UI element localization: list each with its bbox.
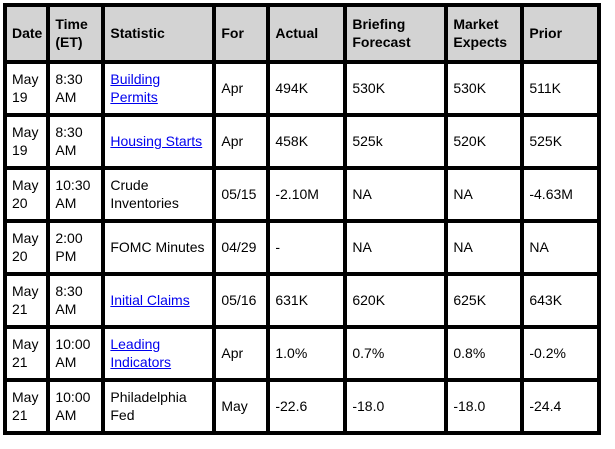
- cell-date: May 19: [2, 113, 51, 170]
- table-row: May 20 2:00 PM FOMC Minutes 04/29- NA NA NA: [2, 219, 602, 276]
- cell-actual: -: [266, 219, 348, 276]
- cell-briefing_forecast: 620K: [343, 272, 449, 329]
- cell-market_expects: 625K: [444, 272, 525, 329]
- cell-actual: -22.6: [266, 378, 348, 435]
- table-row: May 21 10:00 AM Leading Indicators Apr 1.0% 0…: [2, 325, 602, 382]
- cell-time: 10:30 AM: [46, 166, 106, 223]
- table-row: May 19 8:30 AM Building Permits Apr 494K 530K…: [2, 60, 602, 117]
- column-header-prior: Prior: [520, 3, 602, 64]
- table-row: May 19 8:30 AM Housing Starts Apr 458K 525k 52…: [2, 113, 602, 170]
- column-header-market_expects: Market Expects: [444, 3, 525, 64]
- cell-for: May: [212, 378, 271, 435]
- cell-actual: 631K: [266, 272, 348, 329]
- cell-time: 10:00 AM: [46, 378, 106, 435]
- statistic-link[interactable]: Initial Claims: [110, 291, 190, 308]
- cell-market_expects: 0.8%: [444, 325, 525, 382]
- cell-actual: 494K: [266, 60, 348, 117]
- column-header-for: For: [212, 3, 271, 64]
- cell-for: 04/29: [212, 219, 271, 276]
- cell-briefing_forecast: NA: [343, 219, 449, 276]
- cell-time: 8:30 AM: [46, 60, 106, 117]
- cell-market_expects: 530K: [444, 60, 525, 117]
- column-header-actual: Actual: [266, 3, 348, 64]
- table-row: May 20 10:30 AM Crude Inventories 05/15 -2.1…: [2, 166, 602, 223]
- cell-for: Apr: [212, 60, 271, 117]
- cell-prior: -0.2%: [520, 325, 602, 382]
- cell-for: 05/15: [212, 166, 271, 223]
- cell-time: 8:30 AM: [46, 272, 106, 329]
- table-row: May 21 10:00 AM Philadelphia Fed May -22.6 -1…: [2, 378, 602, 435]
- column-header-statistic: Statistic: [101, 3, 217, 64]
- cell-briefing_forecast: 0.7%: [343, 325, 449, 382]
- cell-market_expects: -18.0: [444, 378, 525, 435]
- cell-date: May 19: [2, 60, 51, 117]
- table-body: May 19 8:30 AM Building Permits Apr 494K 530K…: [2, 60, 602, 435]
- cell-time: 8:30 AM: [46, 113, 106, 170]
- cell-time: 2:00 PM: [46, 219, 106, 276]
- cell-for: 05/16: [212, 272, 271, 329]
- cell-time: 10:00 AM: [46, 325, 106, 382]
- header-row: Date Time (ET) Statistic For Actual Briefing …: [2, 3, 602, 64]
- cell-statistic: Initial Claims: [101, 272, 217, 329]
- cell-statistic: Crude Inventories: [101, 166, 217, 223]
- cell-date: May 21: [2, 272, 51, 329]
- cell-briefing_forecast: NA: [343, 166, 449, 223]
- cell-prior: 643K: [520, 272, 602, 329]
- cell-briefing_forecast: 525k: [343, 113, 449, 170]
- cell-actual: 1.0%: [266, 325, 348, 382]
- cell-date: May 20: [2, 166, 51, 223]
- cell-statistic: FOMC Minutes: [101, 219, 217, 276]
- cell-briefing_forecast: 530K: [343, 60, 449, 117]
- cell-actual: -2.10M: [266, 166, 348, 223]
- statistic-link[interactable]: Building Permits: [110, 71, 161, 105]
- cell-market_expects: 520K: [444, 113, 525, 170]
- cell-market_expects: NA: [444, 166, 525, 223]
- cell-prior: NA: [520, 219, 602, 276]
- cell-prior: -4.63M: [520, 166, 602, 223]
- cell-prior: -24.4: [520, 378, 602, 435]
- column-header-date: Date: [2, 3, 51, 64]
- cell-date: May 20: [2, 219, 51, 276]
- cell-statistic: Leading Indicators: [101, 325, 217, 382]
- cell-prior: 525K: [520, 113, 602, 170]
- column-header-briefing_forecast: Briefing Forecast: [343, 3, 449, 64]
- cell-prior: 511K: [520, 60, 602, 117]
- table-row: May 21 8:30 AM Initial Claims 05/16 631K 620K…: [2, 272, 602, 329]
- cell-market_expects: NA: [444, 219, 525, 276]
- cell-for: Apr: [212, 113, 271, 170]
- statistic-link[interactable]: Housing Starts: [110, 132, 203, 149]
- cell-date: May 21: [2, 378, 51, 435]
- cell-briefing_forecast: -18.0: [343, 378, 449, 435]
- column-header-time: Time (ET): [46, 3, 106, 64]
- cell-for: Apr: [212, 325, 271, 382]
- cell-date: May 21: [2, 325, 51, 382]
- economic-calendar-table: Date Time (ET) Statistic For Actual Briefing …: [2, 3, 602, 435]
- statistic-link[interactable]: Leading Indicators: [110, 336, 172, 370]
- cell-statistic: Philadelphia Fed: [101, 378, 217, 435]
- cell-actual: 458K: [266, 113, 348, 170]
- cell-statistic: Housing Starts: [101, 113, 217, 170]
- cell-statistic: Building Permits: [101, 60, 217, 117]
